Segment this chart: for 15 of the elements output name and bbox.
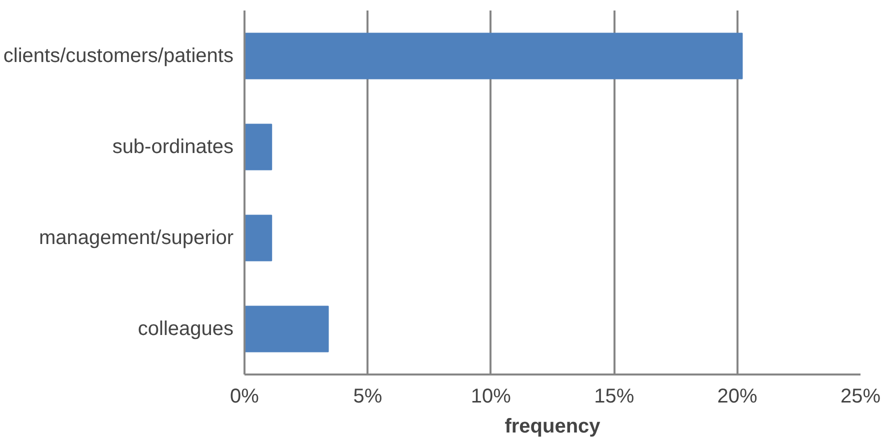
y-tick-label: management/superior bbox=[38, 227, 234, 249]
y-tick-label: sub-ordinates bbox=[112, 136, 234, 158]
bar bbox=[244, 124, 272, 170]
bar bbox=[244, 214, 272, 262]
x-axis-title: frequency bbox=[504, 416, 602, 438]
y-tick-label: clients/customers/patients bbox=[3, 45, 234, 67]
bar bbox=[244, 32, 743, 80]
x-tick-label: 0% bbox=[230, 386, 260, 408]
bar bbox=[244, 306, 329, 352]
x-tick-label: 25% bbox=[840, 386, 881, 408]
x-tick-label: 15% bbox=[594, 386, 634, 408]
y-tick-label: colleagues bbox=[138, 318, 234, 340]
x-tick-label: 5% bbox=[353, 386, 382, 408]
x-tick-label: 10% bbox=[470, 386, 512, 408]
x-tick-label: 20% bbox=[717, 386, 758, 408]
